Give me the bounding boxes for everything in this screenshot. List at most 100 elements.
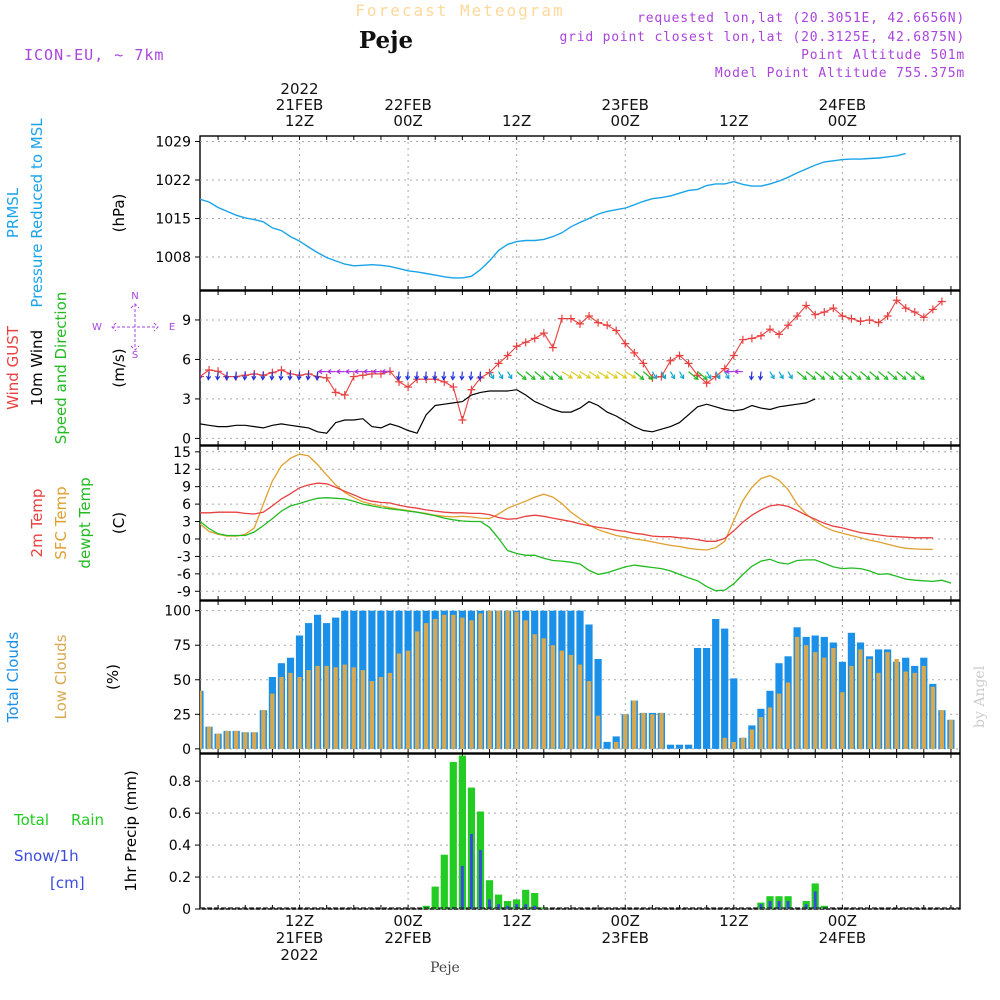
model-label: ICON-EU, ~ 7km: [24, 46, 164, 64]
bottom-time-label: 22FEB: [384, 929, 431, 947]
wind-arrow-head: [733, 369, 739, 375]
wind-direction-arrow: [289, 371, 292, 380]
wind-arrow-head: [631, 374, 637, 379]
low-cloud-bar: [415, 631, 420, 749]
wind-direction-arrow: [298, 371, 301, 380]
low-cloud-bar: [279, 677, 284, 749]
top-time-label: 2022: [280, 80, 318, 98]
panel-label-word: Pressure Reduced to MSL: [28, 118, 46, 308]
low-cloud-bar: [523, 620, 528, 749]
top-time-label: 12Z: [502, 112, 531, 130]
wind-arrow-head: [468, 375, 474, 381]
gust-marker: [621, 339, 630, 348]
wind-arrow-head: [200, 375, 203, 380]
wind-arrow-head: [432, 375, 438, 381]
wind-arrow-head: [779, 374, 784, 380]
panel-label: Speed and Direction: [52, 292, 70, 445]
wind-arrow-head: [919, 375, 925, 381]
wind-arrow-head: [652, 374, 658, 380]
low-cloud-bar: [433, 619, 438, 749]
gust-marker: [512, 342, 521, 351]
snow-bar: [804, 904, 808, 909]
low-cloud-bar: [894, 659, 899, 749]
gust-marker: [937, 297, 946, 306]
panel-label: Total Clouds: [4, 632, 22, 724]
low-cloud-bar: [659, 712, 664, 749]
wind-arrow-head: [715, 374, 721, 380]
snow-bar: [768, 901, 772, 909]
wind-direction-arrow: [433, 371, 436, 380]
wind-direction-arrow: [570, 371, 582, 379]
low-cloud-bar: [532, 634, 537, 749]
wind-arrow-head: [901, 375, 907, 381]
wind-direction-arrow: [624, 371, 636, 379]
wind-direction-arrow: [597, 371, 609, 379]
wind-arrow-head: [622, 374, 628, 379]
wind-arrow-head: [702, 375, 708, 381]
low-cloud-bar: [225, 730, 230, 749]
low-cloud-bar: [921, 665, 926, 749]
wind-arrow-head: [883, 375, 889, 381]
gust-marker: [539, 329, 548, 338]
y-tick-label: 0.2: [169, 870, 191, 886]
wind-arrow-head: [577, 374, 583, 379]
low-cloud-bar: [496, 610, 501, 749]
low-cloud-bar: [234, 730, 239, 749]
low-cloud-bar: [885, 652, 890, 749]
low-cloud-bar: [849, 665, 854, 749]
gust-marker: [449, 383, 458, 392]
header: Forecast Meteogram Peje ICON-EU, ~ 7km r…: [24, 1, 988, 976]
low-cloud-bar: [387, 672, 393, 749]
rain-bar: [495, 894, 503, 909]
wind-arrow-head: [269, 375, 275, 381]
snow-bar: [460, 865, 464, 909]
sfc-temp-line: [200, 453, 933, 551]
snow-bar: [515, 904, 519, 909]
wind-arrow-head: [423, 375, 429, 381]
bottom-time-label: 12Z: [285, 912, 314, 930]
wind-direction-arrow: [216, 371, 219, 380]
total-cloud-bar: [712, 619, 720, 749]
wind-direction-arrow: [651, 371, 657, 379]
low-cloud-bar: [424, 623, 429, 749]
wind-arrow-head: [639, 375, 645, 381]
low-cloud-bar: [514, 612, 519, 749]
wind-direction-arrow: [841, 371, 852, 380]
snow-bar: [813, 891, 817, 909]
total-rain-label: Total Rain: [13, 811, 104, 829]
panel-frame: [199, 445, 961, 601]
wind-direction-arrow: [869, 371, 880, 380]
low-cloud-bar: [541, 638, 546, 749]
gust-marker: [738, 335, 747, 344]
wind-direction-arrow: [588, 371, 600, 379]
wind-arrow-head: [910, 375, 916, 381]
wind-direction-arrow: [452, 371, 454, 380]
rain-bar: [440, 854, 448, 909]
panel-1: 0 3 6 9 Wind GUST 10m Wind Speed and Direction…: [4, 290, 961, 447]
gust-marker: [865, 315, 874, 324]
wind-direction-arrow: [470, 371, 473, 380]
wind-direction-arrow: [442, 371, 445, 380]
low-cloud-bar: [505, 610, 510, 749]
plot-area: [200, 296, 946, 434]
gust-marker: [585, 312, 594, 321]
wind-direction-arrow: [579, 371, 591, 379]
unit-label: (m/s): [110, 348, 128, 387]
wind-direction-arrow: [498, 371, 504, 379]
wind-direction-arrow: [905, 371, 916, 380]
low-cloud-bar: [731, 741, 736, 749]
total-cloud-bar: [730, 678, 738, 749]
low-cloud-bar: [840, 692, 845, 749]
y-tick-label: 75: [173, 638, 191, 654]
low-cloud-bar: [342, 664, 347, 749]
gust-marker: [784, 321, 793, 330]
wind-direction-arrow: [832, 371, 843, 380]
rain-bar: [431, 886, 439, 909]
low-cloud-bar: [749, 729, 754, 749]
wind-direction-arrow: [715, 371, 721, 379]
wind-arrow-head: [604, 374, 610, 379]
snow-label: Snow/1h: [14, 847, 79, 865]
bottom-time-label: 21FEB: [276, 929, 323, 947]
low-cloud-bar: [288, 672, 293, 749]
